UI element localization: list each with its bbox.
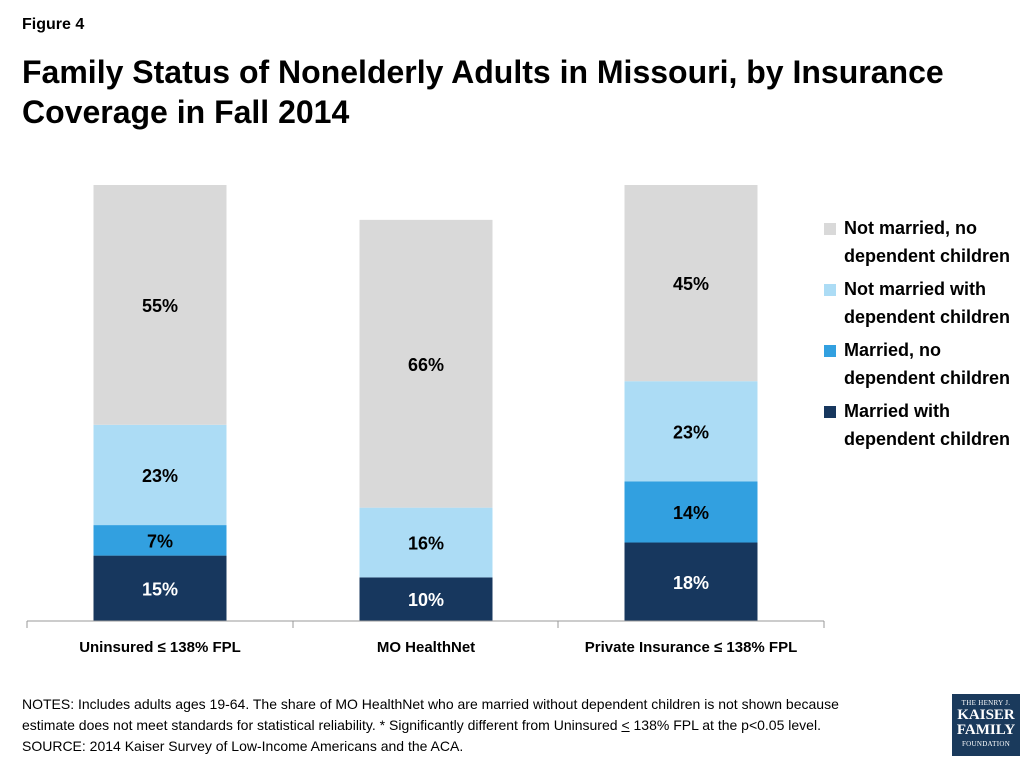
data-label: 23% xyxy=(673,422,709,442)
logo-line-4: FOUNDATION xyxy=(961,740,1011,748)
data-label: 15% xyxy=(142,579,178,599)
data-label: 45% xyxy=(673,274,709,294)
notes-less-equal-symbol: < xyxy=(621,717,630,733)
kff-logo: THE HENRY J. KAISER FAMILY FOUNDATION xyxy=(952,694,1020,756)
stacked-bar-chart: 15% 7% 23% 55% Uninsured ≤ 138% FPL 10% 16% 66%… xyxy=(26,185,825,656)
bar-segment xyxy=(93,525,227,556)
legend-label: Not married with dependent children xyxy=(844,279,1011,327)
bar-segment xyxy=(624,542,758,621)
category-label: MO HealthNet xyxy=(377,639,475,656)
data-label: 10% xyxy=(408,590,444,610)
data-label: 66% xyxy=(408,355,444,375)
legend-item-married-no-children: Married, no dependent children xyxy=(824,336,1014,392)
bar-segment xyxy=(624,381,758,482)
data-label: 14% xyxy=(673,503,709,523)
legend-swatch xyxy=(824,284,836,296)
data-label: 16% xyxy=(408,534,444,554)
legend-label: Not married, no dependent children xyxy=(844,218,1011,266)
bar-segment xyxy=(359,219,493,508)
data-label: 55% xyxy=(142,296,178,316)
figure-label: Figure 4 xyxy=(22,16,85,33)
chart-legend: Not married, no dependent children Not m… xyxy=(824,214,1014,458)
chart-title: Family Status of Nonelderly Adults in Mi… xyxy=(22,54,944,130)
data-label: 23% xyxy=(142,466,178,486)
notes-line-1: NOTES: Includes adults ages 19-64. The s… xyxy=(22,696,839,712)
source-line: SOURCE: 2014 Kaiser Survey of Low-Income… xyxy=(22,738,464,754)
logo-line-3: FAMILY xyxy=(956,722,1016,738)
bar-segment xyxy=(359,507,493,578)
logo-line-2: KAISER xyxy=(957,707,1015,723)
notes-section: NOTES: Includes adults ages 19-64. The s… xyxy=(22,694,942,757)
bar-segment xyxy=(624,185,758,382)
legend-label: Married, no dependent children xyxy=(844,340,1011,388)
bar-segment xyxy=(624,481,758,543)
legend-item-not-married-no-children: Not married, no dependent children xyxy=(824,214,1014,270)
data-label: 18% xyxy=(673,573,709,593)
notes-line-2: estimate does not meet standards for sta… xyxy=(22,715,942,736)
logo-line-1: THE HENRY J. xyxy=(961,699,1011,707)
category-label: Private Insurance ≤ 138% FPL xyxy=(585,639,798,656)
legend-swatch xyxy=(824,345,836,357)
legend-item-married-with-children: Married with dependent children xyxy=(824,397,1014,453)
data-label: 7% xyxy=(147,531,173,551)
bar-segment xyxy=(93,424,227,526)
legend-label: Married with dependent children xyxy=(844,401,1011,449)
notes-line-2-end: 138% FPL at the p<0.05 level. xyxy=(629,717,821,733)
bar-segment xyxy=(93,185,227,425)
legend-swatch xyxy=(824,223,836,235)
bar-segment xyxy=(93,555,227,621)
legend-item-not-married-with-children: Not married with dependent children xyxy=(824,275,1014,331)
bar-segment xyxy=(359,577,493,621)
notes-line-2-text: estimate does not meet standards for sta… xyxy=(22,717,622,733)
legend-swatch xyxy=(824,406,836,418)
category-label: Uninsured ≤ 138% FPL xyxy=(79,639,241,656)
